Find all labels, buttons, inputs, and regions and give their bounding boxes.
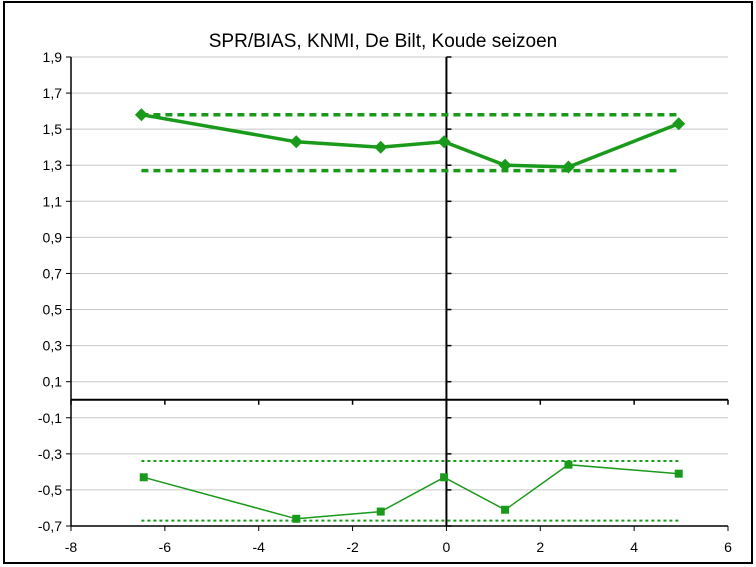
- series-1-point-2: [376, 507, 385, 516]
- series-1-point-0: [139, 473, 148, 482]
- x-tick-label-3: -2: [346, 539, 359, 555]
- reference-lines: [141, 112, 679, 522]
- y-tick-label-10: -0,1: [38, 410, 62, 426]
- series-1-point-4: [501, 505, 510, 514]
- x-tick-label-5: 2: [536, 539, 544, 555]
- series-0-point-6: [672, 117, 686, 131]
- y-tick-label-11: -0,3: [38, 446, 62, 462]
- series-0-point-4: [498, 158, 512, 172]
- y-tick-label-12: -0,5: [38, 482, 62, 498]
- y-tick-label-8: 0,3: [43, 338, 63, 354]
- gridlines: [71, 56, 728, 491]
- y-tick-label-5: 0,9: [43, 229, 63, 245]
- y-tick-label-6: 0,7: [43, 265, 63, 281]
- series-0-point-3: [437, 135, 451, 149]
- x-tick-label-6: 4: [630, 539, 638, 555]
- series-0-point-5: [561, 160, 575, 174]
- chart-title: SPR/BIAS, KNMI, De Bilt, Koude seizoen: [209, 31, 558, 52]
- series-1-point-5: [564, 460, 573, 469]
- x-tick-label-2: -4: [252, 539, 265, 555]
- tick-labels: 1,9 1,7 1,5 1,3 1,1 0,9 0,7 0,5 0,3 0,1 -0,1 -0,3 -0…: [38, 49, 732, 555]
- series-0-point-0: [134, 108, 148, 122]
- y-tick-label-2: 1,5: [43, 121, 63, 137]
- y-tick-label-7: 0,5: [43, 302, 63, 318]
- y-tick-label-4: 1,1: [43, 193, 63, 209]
- series-1-point-1: [292, 514, 301, 523]
- x-tick-label-0: -8: [65, 539, 78, 555]
- y-tick-label-0: 1,9: [43, 49, 63, 65]
- y-tick-label-3: 1,3: [43, 157, 63, 173]
- x-tick-label-1: -6: [159, 539, 172, 555]
- series-1-point-3: [440, 473, 449, 482]
- y-tick-label-9: 0,1: [43, 374, 63, 390]
- series-0-point-1: [289, 135, 303, 149]
- data-series: [134, 108, 686, 523]
- y-tick-label-13: -0,7: [38, 518, 62, 534]
- series-1-point-6: [674, 469, 683, 478]
- y-tick-label-1: 1,7: [43, 85, 63, 101]
- series-0-point-2: [374, 140, 388, 154]
- x-tick-label-7: 6: [724, 539, 732, 555]
- axes: [66, 56, 729, 531]
- x-tick-label-4: 0: [443, 539, 451, 555]
- chart-frame: [3, 1, 753, 564]
